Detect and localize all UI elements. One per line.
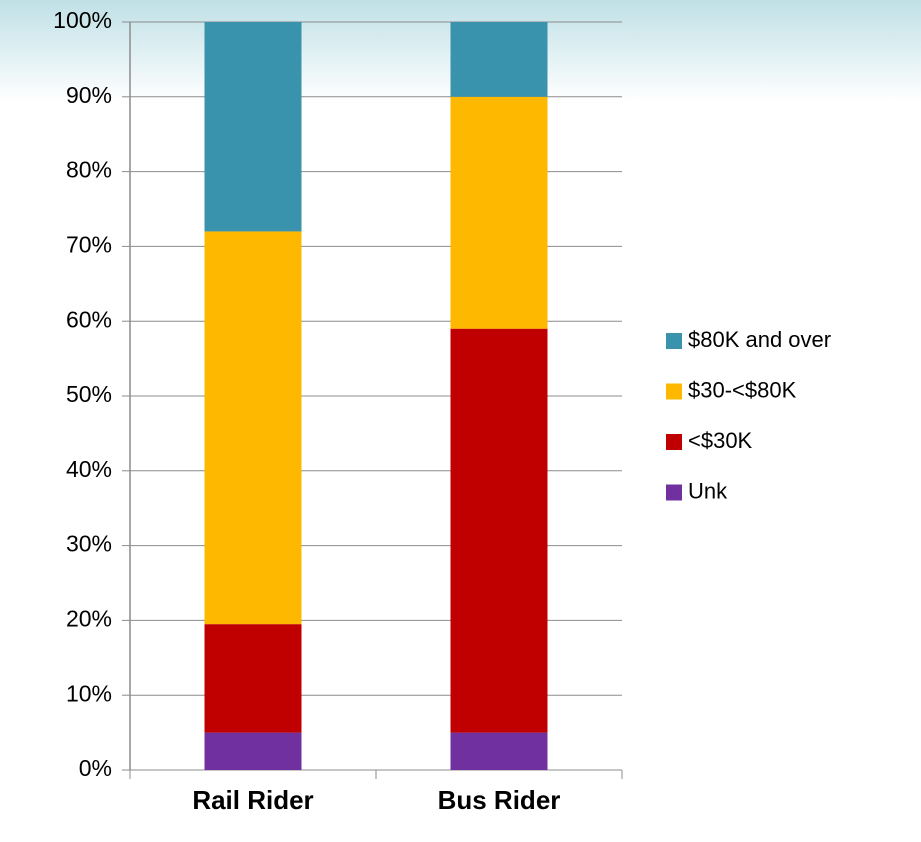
legend-label: <$30K <box>688 428 753 453</box>
x-tick-label: Bus Rider <box>438 785 561 815</box>
y-tick-label: 100% <box>53 7 112 33</box>
bar-segment <box>450 96 548 329</box>
legend-label: $80K and over <box>688 327 831 352</box>
bar-segment <box>450 22 548 97</box>
bar-segment <box>204 732 302 770</box>
y-tick-label: 90% <box>66 82 112 108</box>
y-tick-label: 50% <box>66 381 112 407</box>
bar-segment <box>450 732 548 770</box>
legend-label: Unk <box>688 478 728 503</box>
y-tick-label: 60% <box>66 306 112 332</box>
y-tick-label: 10% <box>66 680 112 706</box>
y-tick-label: 80% <box>66 157 112 183</box>
y-tick-label: 30% <box>66 531 112 557</box>
y-tick-label: 70% <box>66 231 112 257</box>
legend-swatch <box>666 434 682 450</box>
bar-segment <box>204 624 302 733</box>
legend-swatch <box>666 333 682 349</box>
y-tick-label: 0% <box>79 755 112 781</box>
bar-segment <box>204 22 302 232</box>
legend-swatch <box>666 383 682 400</box>
bar-segment <box>204 231 302 625</box>
legend-label: $30-<$80K <box>688 377 797 402</box>
legend-swatch <box>666 484 682 501</box>
y-tick-label: 20% <box>66 605 112 631</box>
y-tick-label: 40% <box>66 456 112 482</box>
bar-segment <box>450 328 548 733</box>
x-tick-label: Rail Rider <box>192 785 313 815</box>
